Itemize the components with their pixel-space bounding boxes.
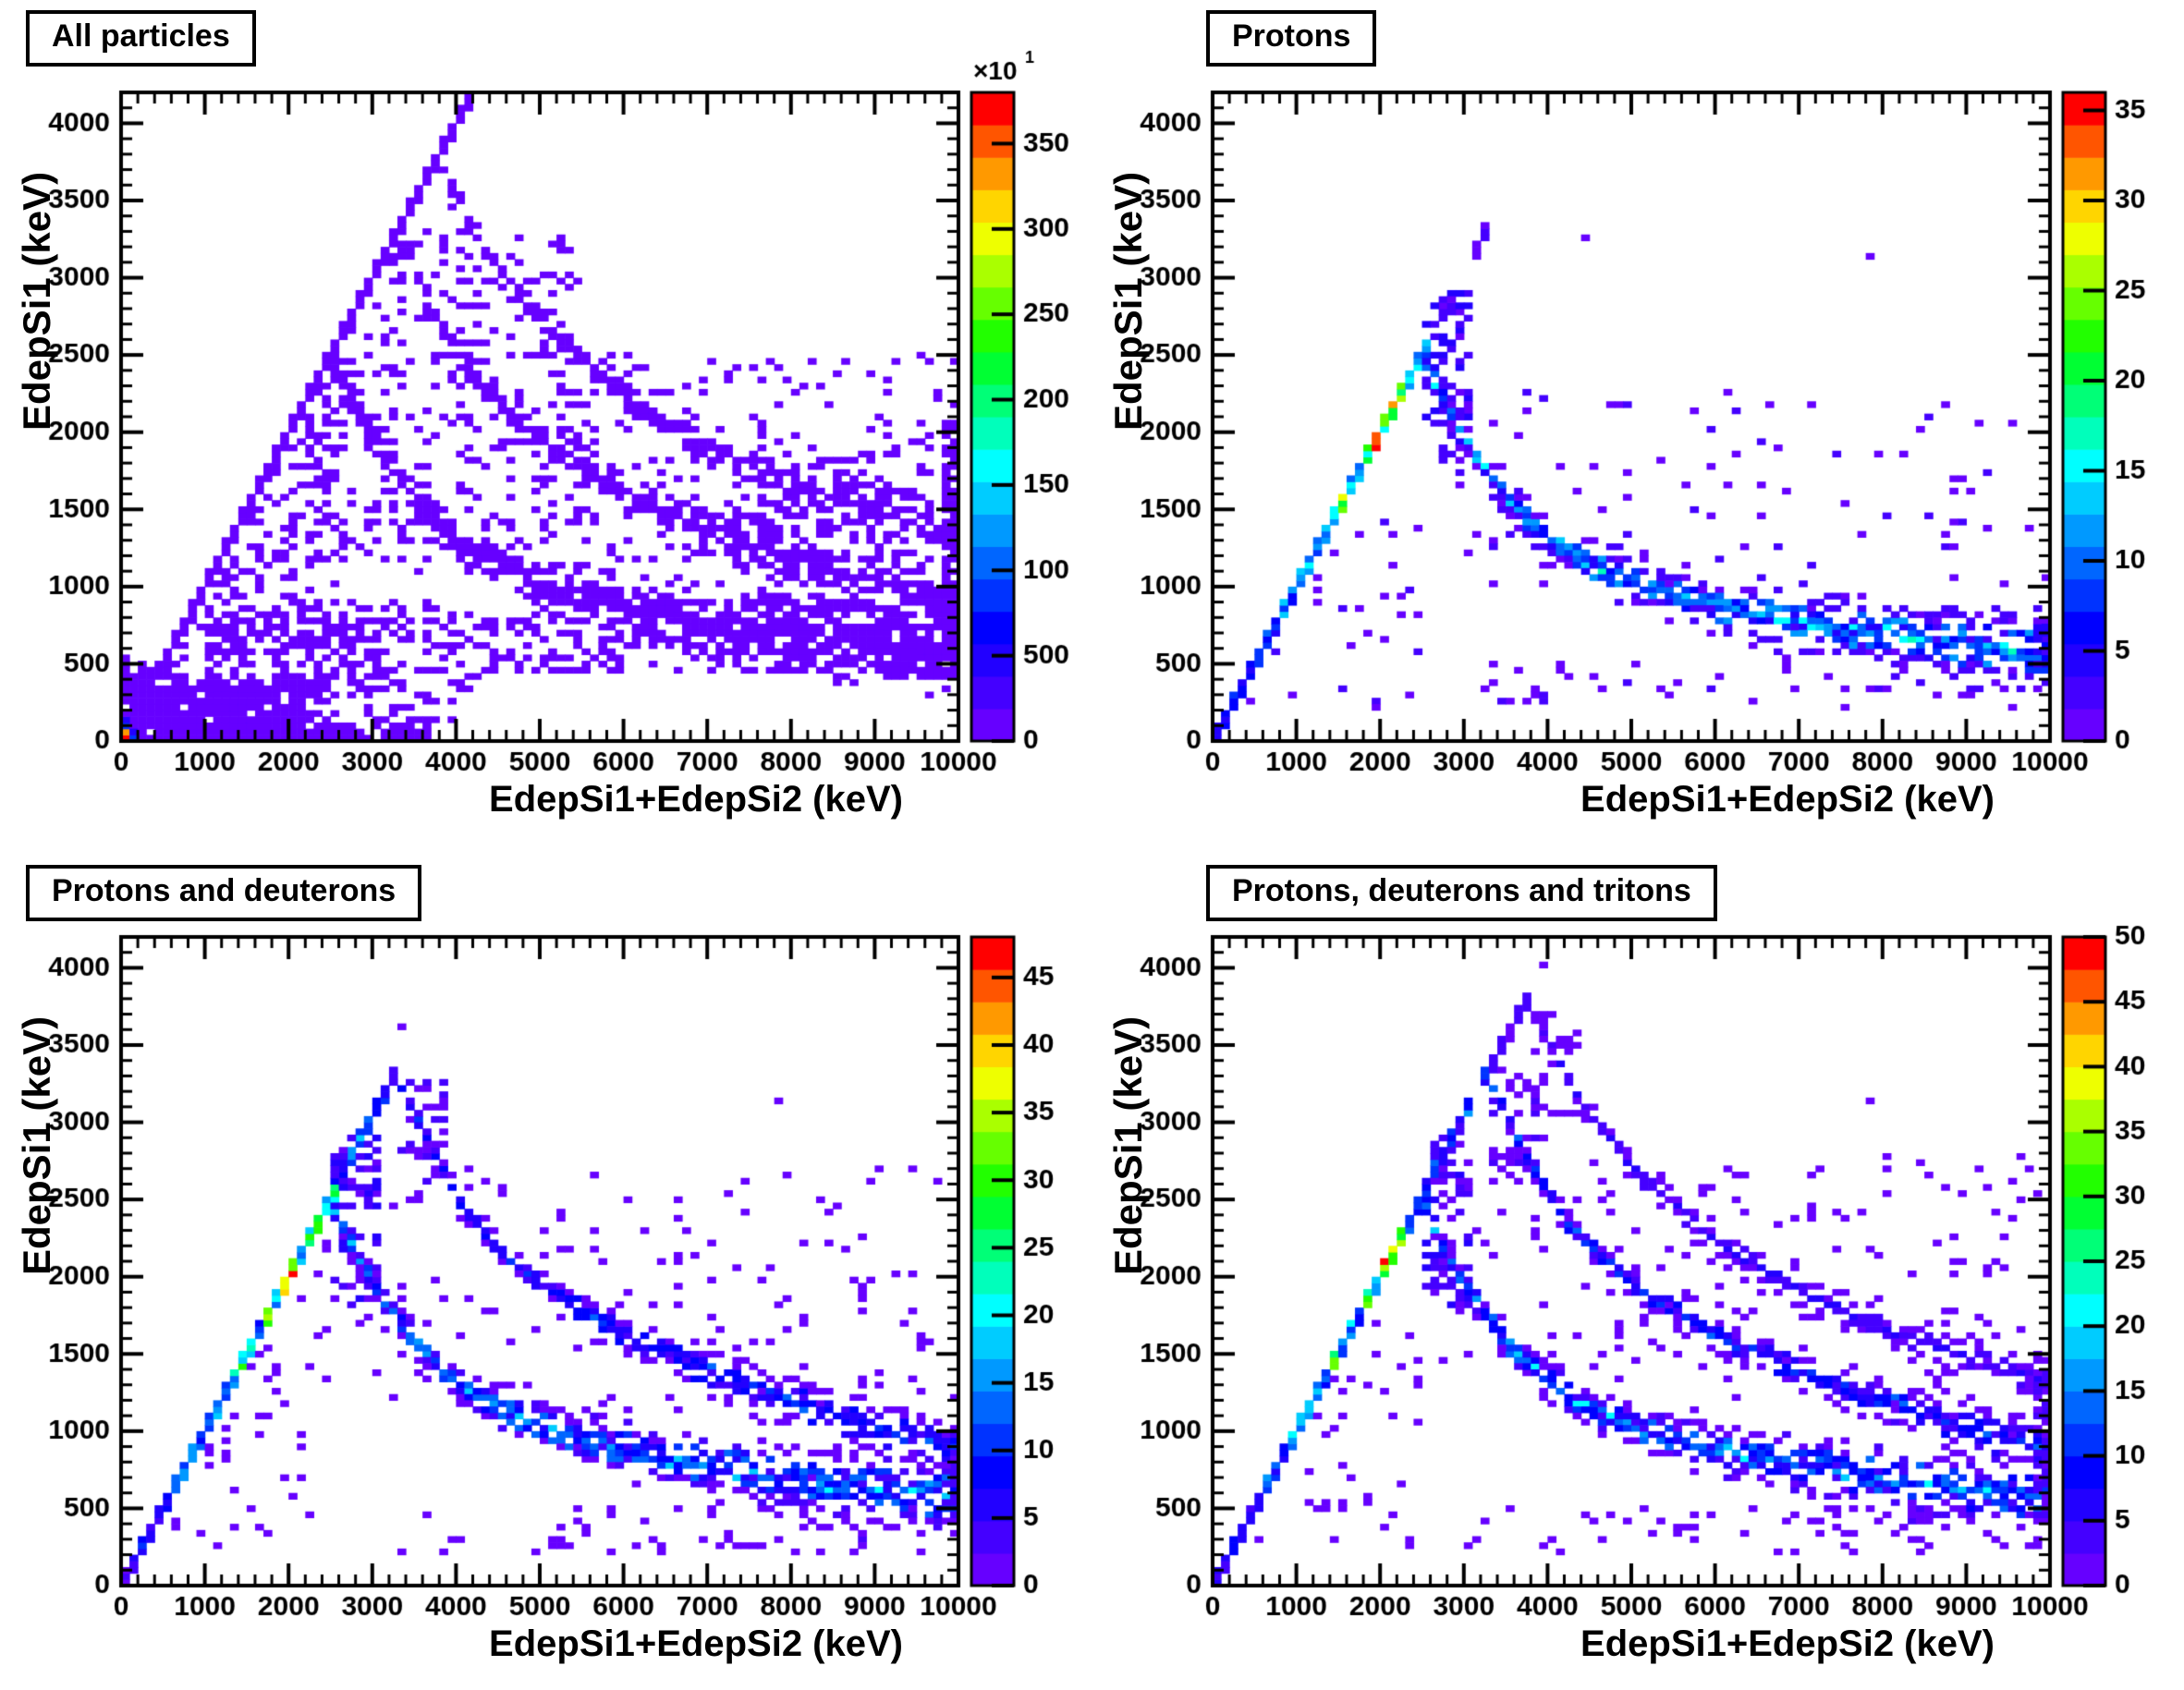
plot-title: Protons and deuterons (52, 873, 397, 908)
pad-all-particles: All particles EdepSi1 (keV) EdepSi1+Edep… (0, 0, 1092, 845)
pad-protons-deuterons: Protons and deuterons EdepSi1 (keV) Edep… (0, 845, 1092, 1690)
y-axis-title: EdepSi1 (keV) (1106, 171, 1150, 431)
x-axis-title: EdepSi1+EdepSi2 (keV) (489, 779, 903, 820)
plot-title: All particles (52, 18, 230, 54)
heatmap-canvas-all-particles (0, 0, 1092, 845)
y-axis-title: EdepSi1 (keV) (1106, 1015, 1150, 1275)
plot-title: Protons, deuterons and tritons (1232, 873, 1691, 908)
x-axis-title: EdepSi1+EdepSi2 (keV) (1580, 779, 1995, 820)
plot-title-box: All particles (26, 10, 256, 67)
plot-title: Protons (1232, 18, 1351, 54)
pad-protons: Protons EdepSi1 (keV) EdepSi1+EdepSi2 (k… (1092, 0, 2184, 845)
plot-title-box: Protons (1206, 10, 1377, 67)
x-axis-title: EdepSi1+EdepSi2 (keV) (1580, 1623, 1995, 1664)
y-axis-title: EdepSi1 (keV) (15, 1015, 58, 1275)
x-axis-title: EdepSi1+EdepSi2 (keV) (489, 1623, 903, 1664)
heatmap-canvas-protons-deuterons (0, 845, 1092, 1690)
heatmap-canvas-protons (1092, 0, 2184, 845)
y-axis-title: EdepSi1 (keV) (15, 171, 58, 431)
plot-title-box: Protons and deuterons (26, 865, 422, 921)
pad-protons-deuterons-tritons: Protons, deuterons and tritons EdepSi1 (… (1092, 845, 2184, 1690)
heatmap-canvas-protons-deuterons-tritons (1092, 845, 2184, 1690)
plot-title-box: Protons, deuterons and tritons (1206, 865, 1717, 921)
